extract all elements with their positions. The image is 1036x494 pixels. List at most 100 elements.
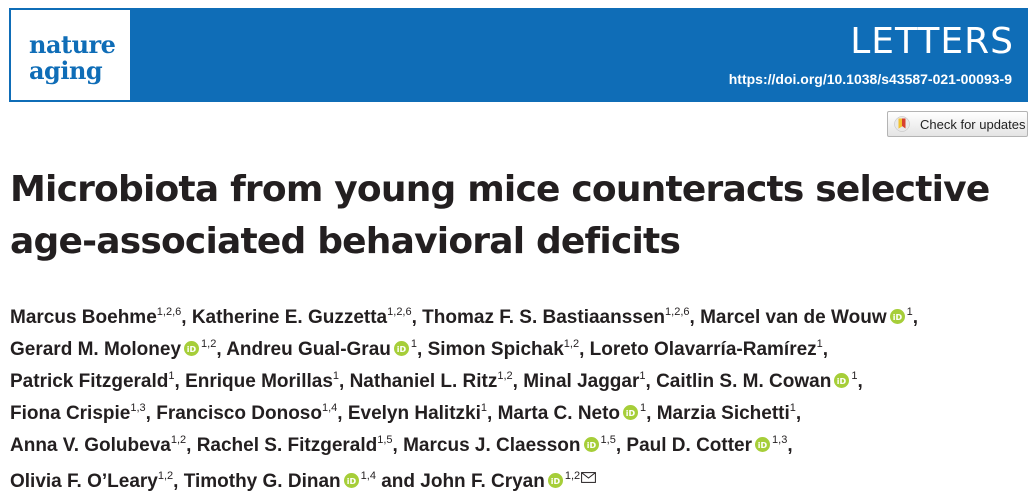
author-separator: , — [646, 403, 657, 424]
author-name-text: Marzia Sichetti — [656, 403, 790, 424]
author-name[interactable]: Fiona Crispie — [10, 403, 130, 424]
affiliation-superscript: 1,2 — [563, 338, 580, 350]
affiliation-superscript: 1,2 — [564, 470, 581, 482]
affiliation-superscript: 1,5 — [377, 434, 393, 446]
svg-text:iD: iD — [187, 345, 197, 354]
author-separator: , — [145, 403, 157, 424]
author-name-text: Francisco Donoso — [156, 403, 322, 424]
author-name[interactable]: Marzia Sichetti — [657, 403, 790, 424]
check-for-updates-button[interactable]: Check for updates — [887, 111, 1028, 137]
author-name[interactable]: Marcus Boehme — [10, 307, 157, 328]
author-name[interactable]: Minal Jaggar — [523, 371, 639, 392]
author-name[interactable]: Francisco Donoso — [156, 403, 322, 424]
author-name-text: Gerard M. Moloney — [10, 339, 182, 360]
author-name[interactable]: John F. Cryan — [420, 471, 545, 492]
affiliation-superscript: 1,4 — [321, 402, 338, 414]
author-name-text: Fiona Crispie — [10, 403, 131, 424]
affiliation-superscript: 1,2 — [497, 370, 513, 382]
doi-link[interactable]: https://doi.org/10.1038/s43587-021-00093… — [728, 71, 1012, 87]
affiliation-superscript: 1 — [640, 402, 647, 414]
author-separator: , — [857, 371, 863, 392]
affiliation-superscript: 1 — [639, 370, 646, 382]
author-name[interactable]: Marcus J. Claesson — [403, 435, 580, 456]
orcid-icon[interactable]: iD — [343, 473, 359, 488]
author-name[interactable]: Patrick Fitzgerald — [10, 371, 168, 392]
affiliation-superscript: 1 — [410, 338, 417, 350]
check-for-updates-label: Check for updates — [920, 116, 1026, 132]
svg-text:iD: iD — [551, 477, 561, 486]
orcid-icon[interactable]: iD — [184, 341, 200, 356]
orcid-icon[interactable]: iD — [623, 405, 639, 420]
author-separator: , — [615, 435, 627, 456]
title-line-1: Microbiota from young mice counteracts s… — [10, 169, 990, 210]
author-conjunction: and — [381, 471, 421, 492]
journal-logo-text: nature aging — [29, 32, 116, 85]
orcid-icon[interactable]: iD — [547, 473, 563, 488]
article-type-label: LETTERS — [850, 21, 1014, 62]
author-name[interactable]: Anna V. Golubeva — [10, 435, 171, 456]
affiliation-superscript: 1,5 — [600, 434, 616, 446]
author-separator: , — [186, 435, 197, 456]
author-name-text: Patrick Fitzgerald — [10, 371, 169, 392]
orcid-icon[interactable]: iD — [755, 437, 771, 452]
author-name-text: Nathaniel L. Ritz — [349, 371, 498, 392]
orcid-icon[interactable]: iD — [889, 309, 905, 324]
author-name[interactable]: Katherine E. Guzzetta — [192, 307, 387, 328]
author-line: Anna V. Golubeva1,2, Rachel S. Fitzgeral… — [10, 430, 1034, 462]
author-name[interactable]: Andreu Gual-Grau — [226, 339, 391, 360]
author-separator: , — [787, 435, 793, 456]
logo-line-aging: aging — [29, 56, 103, 85]
author-separator: , — [339, 371, 350, 392]
author-separator: , — [487, 403, 498, 424]
svg-text:iD: iD — [346, 477, 356, 486]
author-name-text: Evelyn Halitzki — [347, 403, 481, 424]
svg-text:iD: iD — [397, 345, 407, 354]
author-name-text: Minal Jaggar — [523, 371, 640, 392]
orcid-icon[interactable]: iD — [393, 341, 409, 356]
author-separator: , — [173, 471, 184, 492]
author-name[interactable]: Rachel S. Fitzgerald — [197, 435, 378, 456]
author-name[interactable]: Marcel van de Wouw — [700, 307, 887, 328]
author-name[interactable]: Evelyn Halitzki — [348, 403, 481, 424]
affiliation-superscript: 1 — [168, 370, 175, 382]
author-separator: , — [411, 307, 423, 328]
journal-banner: nature aging LETTERS https://doi.org/10.… — [9, 8, 1028, 102]
affiliation-superscript: 1,4 — [360, 470, 376, 482]
author-separator: , — [181, 307, 192, 328]
author-name[interactable]: Enrique Morillas — [185, 371, 333, 392]
author-name[interactable]: Caitlin S. M. Cowan — [656, 371, 831, 392]
author-name-text: John F. Cryan — [420, 471, 545, 492]
affiliation-superscript: 1,2,6 — [156, 306, 182, 318]
author-name-text: Marcus Boehme — [10, 307, 157, 328]
author-line: Patrick Fitzgerald1, Enrique Morillas1, … — [10, 366, 1034, 398]
author-name[interactable]: Thomaz F. S. Bastiaanssen — [422, 307, 665, 328]
author-name[interactable]: Gerard M. Moloney — [10, 339, 181, 360]
affiliation-superscript: 1 — [480, 402, 488, 414]
svg-text:iD: iD — [586, 441, 596, 450]
svg-text:iD: iD — [837, 377, 847, 386]
orcid-icon[interactable]: iD — [583, 437, 599, 452]
author-name[interactable]: Loreto Olavarría-Ramírez — [590, 339, 817, 360]
author-separator: , — [174, 371, 186, 392]
affiliation-superscript: 1,3 — [772, 434, 788, 446]
author-name[interactable]: Paul D. Cotter — [626, 435, 752, 456]
author-line: Marcus Boehme1,2,6, Katherine E. Guzzett… — [10, 302, 1034, 334]
author-name-text: Rachel S. Fitzgerald — [196, 435, 378, 456]
author-name[interactable]: Marta C. Neto — [498, 403, 620, 424]
author-name[interactable]: Olivia F. O’Leary — [10, 471, 158, 492]
author-list: Marcus Boehme1,2,6, Katherine E. Guzzett… — [10, 302, 1034, 494]
orcid-icon[interactable]: iD — [834, 373, 850, 388]
author-name[interactable]: Nathaniel L. Ritz — [350, 371, 498, 392]
envelope-icon[interactable] — [581, 462, 597, 494]
journal-logo[interactable]: nature aging — [9, 8, 132, 102]
affiliation-superscript: 1 — [332, 370, 340, 382]
affiliation-superscript: 1 — [816, 338, 823, 350]
author-name-text: Andreu Gual-Grau — [226, 339, 391, 360]
author-line: Fiona Crispie1,3, Francisco Donoso1,4, E… — [10, 398, 1034, 430]
author-name-text: Marcus J. Claesson — [403, 435, 581, 456]
article-title: Microbiota from young mice counteracts s… — [10, 164, 1030, 268]
author-name[interactable]: Simon Spichak — [428, 339, 564, 360]
author-name[interactable]: Timothy G. Dinan — [184, 471, 341, 492]
author-name-text: Anna V. Golubeva — [10, 435, 171, 456]
author-separator: , — [689, 307, 701, 328]
